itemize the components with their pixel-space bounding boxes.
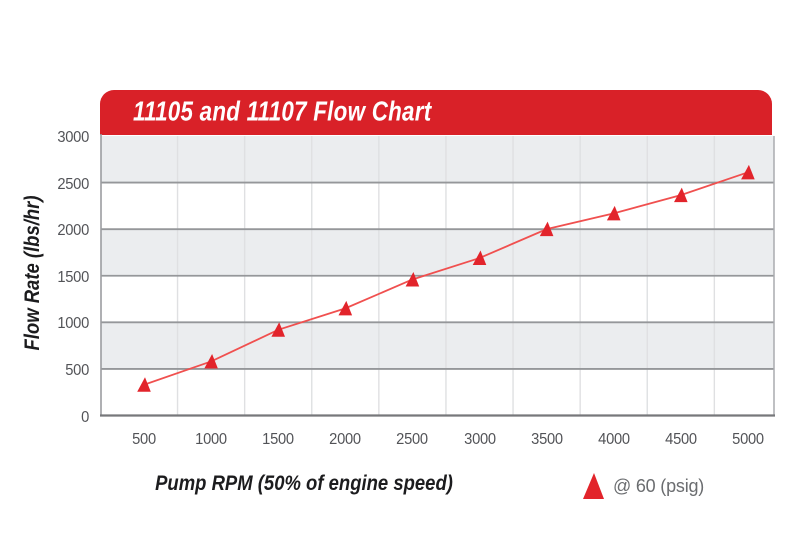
band [101, 322, 774, 369]
y-tick-label: 1000 [57, 315, 89, 333]
band [101, 229, 774, 276]
data-point-marker [674, 187, 688, 203]
x-tick-label: 4500 [664, 431, 697, 448]
y-tick-label: 1500 [57, 268, 89, 286]
y-tick-label: 2500 [57, 175, 89, 193]
chart-title: 11105 and 11107 Flow Chart [133, 95, 432, 127]
y-tick-label: 500 [65, 361, 89, 379]
data-point-marker [204, 353, 218, 369]
x-tick-label: 3000 [463, 431, 496, 448]
x-tick-label: 5000 [732, 431, 764, 448]
x-tick-label: 1500 [262, 431, 295, 448]
data-point-marker [741, 164, 755, 180]
x-tick-label: 2000 [329, 431, 362, 448]
x-tick-label: 2500 [396, 431, 429, 448]
x-axis-title: Pump RPM (50% of engine speed) [155, 472, 453, 495]
series-line [143, 171, 749, 386]
chart-title-banner: 11105 and 11107 Flow Chart [100, 90, 772, 135]
x-tick-label: 4000 [597, 431, 630, 448]
band [101, 136, 774, 183]
x-tick-label: 3500 [530, 431, 563, 448]
data-point-marker [405, 271, 420, 287]
x-tick-label: 500 [132, 431, 156, 448]
data-point-marker [137, 377, 151, 392]
data-point-marker [338, 300, 353, 316]
legend: @ 60 (psig) [583, 470, 704, 502]
legend-triangle-icon [583, 473, 604, 499]
y-tick-label: 3000 [57, 129, 89, 146]
y-tick-label: 0 [81, 408, 89, 426]
data-point-marker [472, 250, 487, 266]
data-point-marker [606, 205, 621, 221]
data-point-marker [271, 322, 285, 337]
legend-label: @ 60 (psig) [613, 475, 705, 496]
data-point-marker [539, 221, 554, 237]
y-tick-label: 2000 [57, 222, 89, 240]
x-tick-label: 1000 [195, 431, 227, 448]
